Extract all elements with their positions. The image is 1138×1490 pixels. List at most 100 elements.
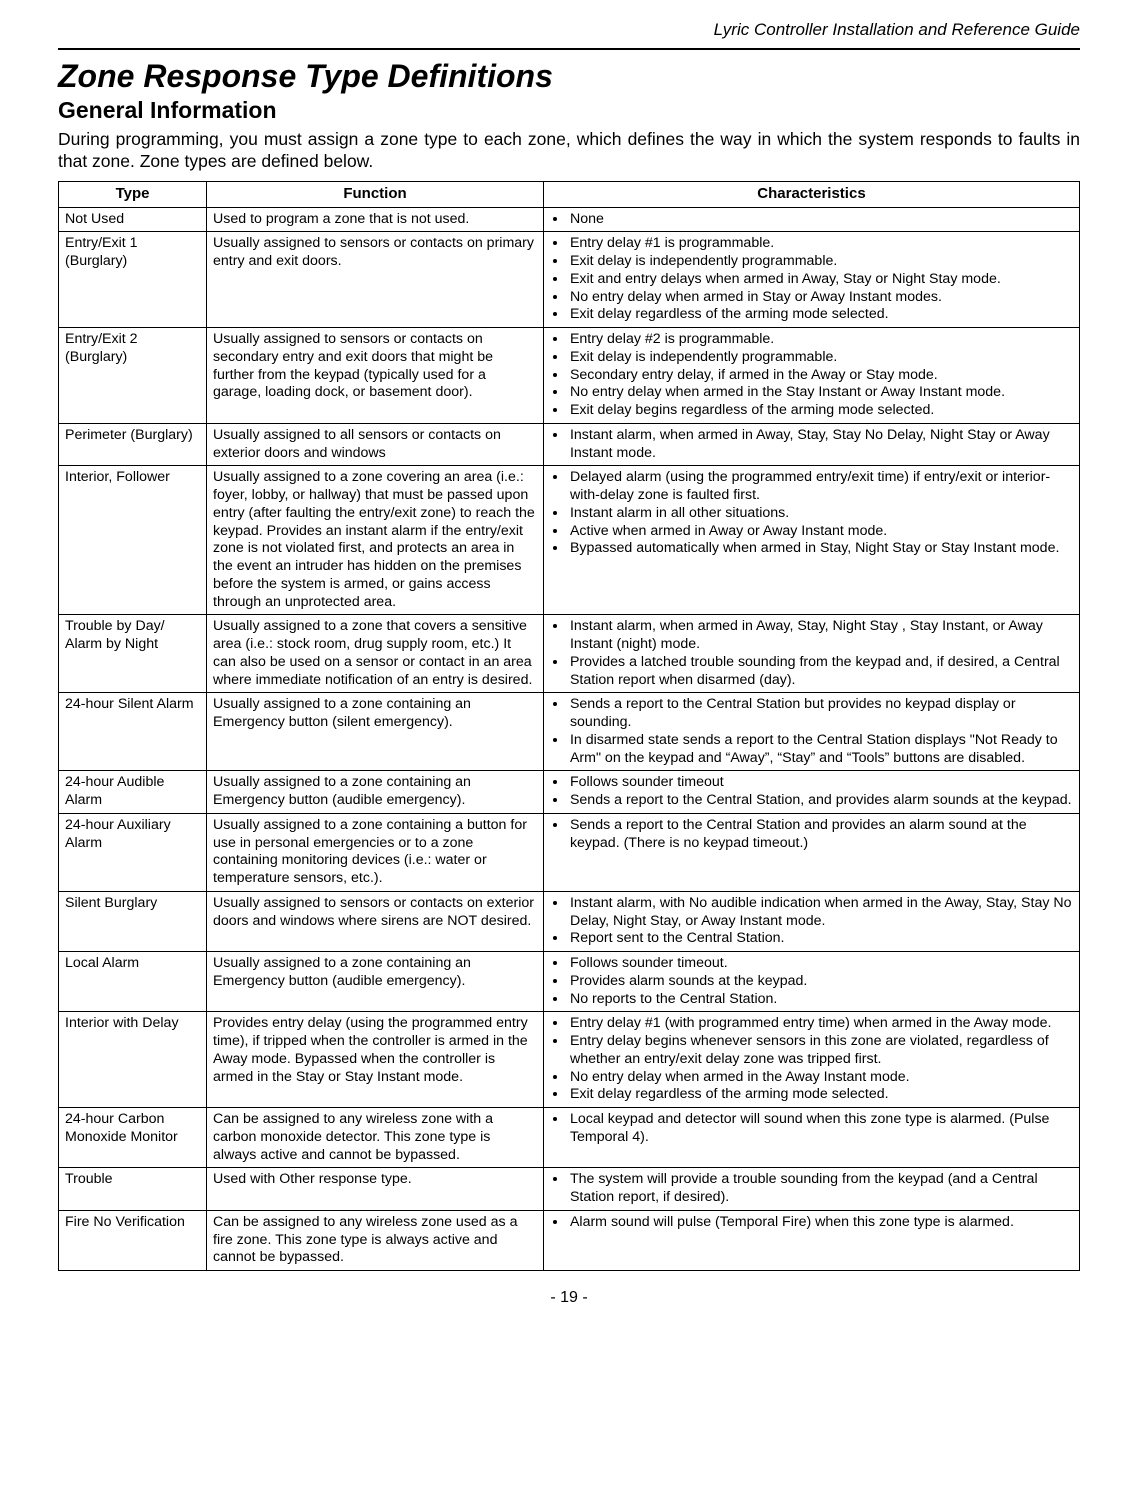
characteristics-item: Follows sounder timeout xyxy=(568,774,1073,792)
cell-characteristics: Instant alarm, when armed in Away, Stay,… xyxy=(543,615,1079,693)
table-row: 24-hour Carbon Monoxide MonitorCan be as… xyxy=(59,1108,1080,1168)
table-header-row: Type Function Characteristics xyxy=(59,181,1080,207)
cell-type: Fire No Verification xyxy=(59,1210,207,1270)
page: Lyric Controller Installation and Refere… xyxy=(0,0,1138,1337)
characteristics-list: Follows sounder timeout.Provides alarm s… xyxy=(550,955,1073,1008)
header-rule xyxy=(58,48,1080,50)
characteristics-list: Alarm sound will pulse (Temporal Fire) w… xyxy=(550,1214,1073,1232)
characteristics-list: The system will provide a trouble soundi… xyxy=(550,1171,1073,1207)
characteristics-item: Sends a report to the Central Station bu… xyxy=(568,696,1073,732)
cell-type: Perimeter (Burglary) xyxy=(59,423,207,466)
cell-characteristics: Entry delay #1 is programmable.Exit dela… xyxy=(543,232,1079,328)
cell-characteristics: Instant alarm, when armed in Away, Stay,… xyxy=(543,423,1079,466)
characteristics-item: The system will provide a trouble soundi… xyxy=(568,1171,1073,1207)
cell-function: Can be assigned to any wireless zone wit… xyxy=(207,1108,544,1168)
characteristics-item: Exit delay regardless of the arming mode… xyxy=(568,1086,1073,1104)
table-row: Fire No VerificationCan be assigned to a… xyxy=(59,1210,1080,1270)
cell-type: Not Used xyxy=(59,207,207,232)
cell-characteristics: Sends a report to the Central Station bu… xyxy=(543,693,1079,771)
characteristics-list: Entry delay #2 is programmable.Exit dela… xyxy=(550,331,1073,420)
characteristics-item: Entry delay begins whenever sensors in t… xyxy=(568,1033,1073,1069)
characteristics-item: No entry delay when armed in the Away In… xyxy=(568,1069,1073,1087)
characteristics-list: Entry delay #1 (with programmed entry ti… xyxy=(550,1015,1073,1104)
characteristics-item: Exit delay regardless of the arming mode… xyxy=(568,306,1073,324)
cell-function: Used to program a zone that is not used. xyxy=(207,207,544,232)
characteristics-item: Follows sounder timeout. xyxy=(568,955,1073,973)
cell-type: 24-hour Carbon Monoxide Monitor xyxy=(59,1108,207,1168)
cell-function: Usually assigned to sensors or contacts … xyxy=(207,891,544,951)
intro-paragraph: During programming, you must assign a zo… xyxy=(58,128,1080,173)
cell-function: Usually assigned to a zone covering an a… xyxy=(207,466,544,615)
characteristics-item: Delayed alarm (using the programmed entr… xyxy=(568,469,1073,505)
table-row: Local AlarmUsually assigned to a zone co… xyxy=(59,952,1080,1012)
table-row: Not UsedUsed to program a zone that is n… xyxy=(59,207,1080,232)
characteristics-list: Sends a report to the Central Station an… xyxy=(550,817,1073,853)
header-guide-title: Lyric Controller Installation and Refere… xyxy=(58,20,1080,42)
cell-function: Usually assigned to all sensors or conta… xyxy=(207,423,544,466)
characteristics-item: Instant alarm, when armed in Away, Stay,… xyxy=(568,618,1073,654)
characteristics-list: Instant alarm, when armed in Away, Stay,… xyxy=(550,618,1073,689)
characteristics-item: No entry delay when armed in the Stay In… xyxy=(568,384,1073,402)
cell-type: Entry/Exit 1 (Burglary) xyxy=(59,232,207,328)
cell-characteristics: Follows sounder timeoutSends a report to… xyxy=(543,771,1079,814)
characteristics-item: Entry delay #1 (with programmed entry ti… xyxy=(568,1015,1073,1033)
table-row: 24-hour Audible AlarmUsually assigned to… xyxy=(59,771,1080,814)
cell-type: 24-hour Audible Alarm xyxy=(59,771,207,814)
cell-characteristics: Instant alarm, with No audible indicatio… xyxy=(543,891,1079,951)
characteristics-item: Provides a latched trouble sounding from… xyxy=(568,654,1073,690)
cell-type: Interior, Follower xyxy=(59,466,207,615)
cell-characteristics: Local keypad and detector will sound whe… xyxy=(543,1108,1079,1168)
cell-function: Usually assigned to a zone containing an… xyxy=(207,693,544,771)
characteristics-item: Bypassed automatically when armed in Sta… xyxy=(568,540,1073,558)
table-row: TroubleUsed with Other response type. The… xyxy=(59,1168,1080,1211)
page-title: Zone Response Type Definitions xyxy=(58,58,1080,95)
col-type: Type xyxy=(59,181,207,207)
characteristics-item: Alarm sound will pulse (Temporal Fire) w… xyxy=(568,1214,1073,1232)
characteristics-item: No reports to the Central Station. xyxy=(568,991,1073,1009)
cell-type: Entry/Exit 2 (Burglary) xyxy=(59,328,207,424)
characteristics-item: Provides alarm sounds at the keypad. xyxy=(568,973,1073,991)
characteristics-item: Instant alarm, when armed in Away, Stay,… xyxy=(568,427,1073,463)
table-row: Entry/Exit 1 (Burglary)Usually assigned … xyxy=(59,232,1080,328)
characteristics-item: No entry delay when armed in Stay or Awa… xyxy=(568,289,1073,307)
col-function: Function xyxy=(207,181,544,207)
characteristics-item: Sends a report to the Central Station an… xyxy=(568,817,1073,853)
cell-function: Usually assigned to sensors or contacts … xyxy=(207,232,544,328)
cell-characteristics: Entry delay #1 (with programmed entry ti… xyxy=(543,1012,1079,1108)
cell-characteristics: Delayed alarm (using the programmed entr… xyxy=(543,466,1079,615)
table-row: 24-hour Auxiliary AlarmUsually assigned … xyxy=(59,813,1080,891)
cell-function: Usually assigned to sensors or contacts … xyxy=(207,328,544,424)
cell-function: Used with Other response type. xyxy=(207,1168,544,1211)
cell-type: Local Alarm xyxy=(59,952,207,1012)
cell-characteristics: Alarm sound will pulse (Temporal Fire) w… xyxy=(543,1210,1079,1270)
cell-function: Usually assigned to a zone containing a … xyxy=(207,813,544,891)
cell-type: 24-hour Auxiliary Alarm xyxy=(59,813,207,891)
page-number: - 19 - xyxy=(58,1289,1080,1307)
characteristics-item: Entry delay #2 is programmable. xyxy=(568,331,1073,349)
cell-type: Silent Burglary xyxy=(59,891,207,951)
cell-characteristics: None xyxy=(543,207,1079,232)
cell-characteristics: Sends a report to the Central Station an… xyxy=(543,813,1079,891)
table-row: Interior, FollowerUsually assigned to a … xyxy=(59,466,1080,615)
characteristics-list: Follows sounder timeoutSends a report to… xyxy=(550,774,1073,810)
page-subtitle: General Information xyxy=(58,97,1080,124)
characteristics-item: In disarmed state sends a report to the … xyxy=(568,732,1073,768)
characteristics-list: Sends a report to the Central Station bu… xyxy=(550,696,1073,767)
characteristics-list: None xyxy=(550,211,1073,229)
cell-function: Usually assigned to a zone containing an… xyxy=(207,952,544,1012)
characteristics-item: Exit delay is independently programmable… xyxy=(568,349,1073,367)
cell-function: Provides entry delay (using the programm… xyxy=(207,1012,544,1108)
characteristics-item: Exit delay begins regardless of the armi… xyxy=(568,402,1073,420)
zone-table: Type Function Characteristics Not UsedUs… xyxy=(58,181,1080,1271)
table-row: Entry/Exit 2 (Burglary)Usually assigned … xyxy=(59,328,1080,424)
cell-type: Trouble by Day/ Alarm by Night xyxy=(59,615,207,693)
characteristics-list: Entry delay #1 is programmable.Exit dela… xyxy=(550,235,1073,324)
characteristics-item: Sends a report to the Central Station, a… xyxy=(568,792,1073,810)
characteristics-list: Instant alarm, with No audible indicatio… xyxy=(550,895,1073,948)
cell-characteristics: Entry delay #2 is programmable.Exit dela… xyxy=(543,328,1079,424)
cell-characteristics: The system will provide a trouble soundi… xyxy=(543,1168,1079,1211)
cell-function: Usually assigned to a zone that covers a… xyxy=(207,615,544,693)
characteristics-item: Secondary entry delay, if armed in the A… xyxy=(568,367,1073,385)
cell-type: Trouble xyxy=(59,1168,207,1211)
table-row: 24-hour Silent AlarmUsually assigned to … xyxy=(59,693,1080,771)
